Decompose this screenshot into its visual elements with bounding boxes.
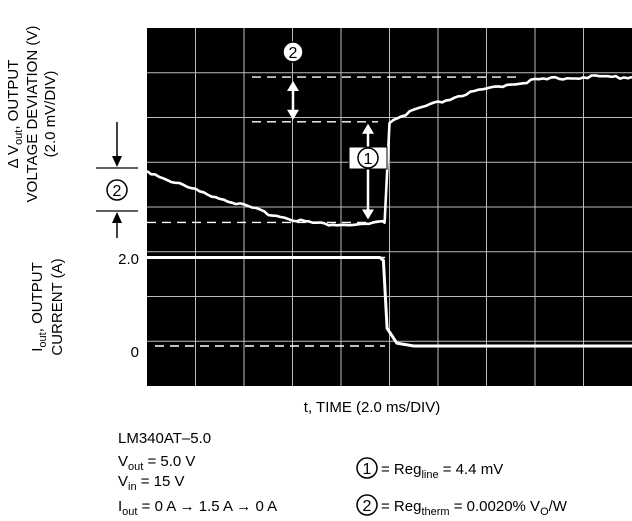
- x-axis-label: t, TIME (2.0 ms/DIV): [304, 399, 440, 416]
- legend-marker-1: 1: [363, 461, 372, 478]
- marker-2-top: 2: [282, 41, 304, 63]
- y-label-voltage-line2: VOLTAGE DEVIATION (V): [24, 26, 41, 203]
- arrow-reg-line-head-up: [362, 123, 374, 134]
- legend-item-1: 1 = Regline = 4.4 mV: [356, 457, 503, 481]
- arrow-reg-therm-head-down: [287, 109, 299, 120]
- voltage-deviation-trace: [146, 74, 632, 227]
- arrow-reg-therm-head-up: [287, 81, 299, 92]
- tick-label-current-2: 2.0: [118, 251, 139, 268]
- y-label-voltage-line1: Δ Vout, OUTPUT: [5, 60, 25, 169]
- output-current-trace: [147, 256, 632, 348]
- marker-2-top-text: 2: [289, 45, 298, 62]
- annotation-arrows: [287, 81, 374, 220]
- legend-item-2: 2 = Regtherm = 0.0020% VO/W: [356, 494, 568, 518]
- y-label-current-line1: Iout, OUTPUT: [29, 262, 49, 351]
- marker-1-plot-text: 1: [364, 151, 373, 168]
- condition-iout: Iout = 0 A → 1.5 A → 0 A: [118, 498, 277, 518]
- legend-text-1: = Regline = 4.4 mV: [381, 461, 503, 481]
- y-label-voltage-line3: (2.0 mV/DIV): [42, 71, 59, 158]
- marker-2-left-text: 2: [113, 183, 122, 200]
- y-label-current-line2: CURRENT (A): [49, 258, 66, 355]
- marker-2-left: 2: [96, 122, 138, 238]
- marker-1-plot: 1: [348, 146, 388, 170]
- arrow-reg-line-head-down: [362, 209, 374, 220]
- condition-vout: Vout = 5.0 V: [118, 453, 195, 473]
- condition-vin: Vin = 15 V: [118, 473, 185, 493]
- traces: [146, 74, 632, 348]
- legend-text-2: = Regtherm = 0.0020% VO/W: [381, 498, 568, 518]
- device-name: LM340AT–5.0: [118, 430, 211, 447]
- tick-label-current-0: 0: [131, 344, 139, 361]
- legend-marker-2: 2: [363, 498, 372, 515]
